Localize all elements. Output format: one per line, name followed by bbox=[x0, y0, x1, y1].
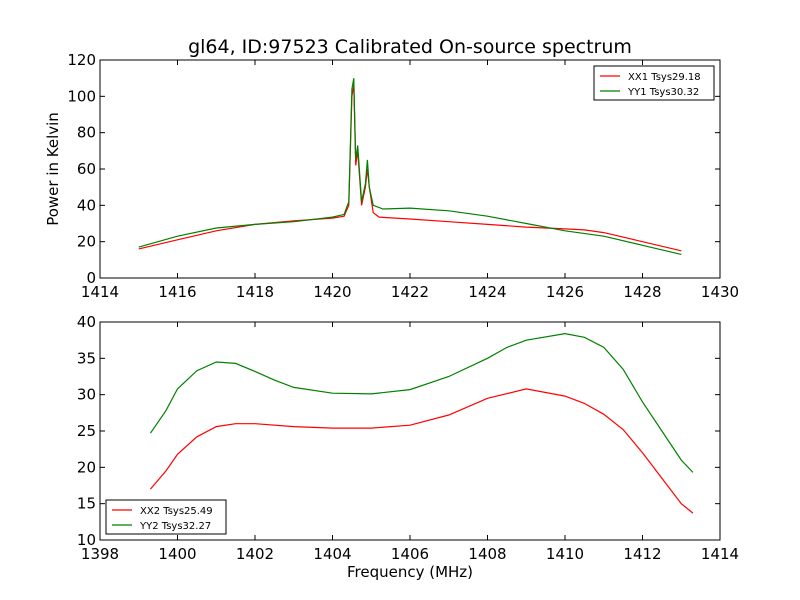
legend-box bbox=[105, 499, 227, 535]
x-tick-label: 1430 bbox=[701, 283, 739, 301]
top-panel: 1414 1416 1418 1420 1422 1424 1426 1428 1430 0 20 4… bbox=[67, 51, 739, 301]
legend: XX2 Tsys25.49 YY2 Tsys32.27 bbox=[105, 499, 227, 535]
x-tick-label: 1426 bbox=[546, 283, 584, 301]
y-tick-label: 30 bbox=[77, 386, 96, 404]
y-tick-label: 100 bbox=[67, 87, 96, 105]
x-tick-label: 1414 bbox=[701, 545, 739, 563]
x-tick-label: 1402 bbox=[236, 545, 274, 563]
legend: XX1 Tsys29.18 YY1 Tsys30.32 bbox=[593, 65, 715, 101]
x-tick-label: 1428 bbox=[623, 283, 661, 301]
bottom-panel: 1398 1400 1402 1404 1406 1408 1410 1412 1414 10 15… bbox=[77, 313, 739, 563]
x-tick-label: 1406 bbox=[391, 545, 429, 563]
x-tick-label: 1424 bbox=[468, 283, 506, 301]
y-axis-label: Power in Kelvin bbox=[44, 112, 62, 226]
x-axis-label: Frequency (MHz) bbox=[347, 563, 473, 581]
legend-label: XX2 Tsys25.49 bbox=[140, 506, 213, 517]
y-tick-label: 120 bbox=[67, 51, 96, 69]
legend-label: YY2 Tsys32.27 bbox=[139, 521, 211, 532]
series-line-1 bbox=[149, 388, 694, 514]
legend-label: YY1 Tsys30.32 bbox=[627, 87, 699, 98]
legend-box bbox=[593, 65, 715, 101]
x-tick-label: 1420 bbox=[313, 283, 351, 301]
y-tick-label: 60 bbox=[77, 160, 96, 178]
series-line-2 bbox=[149, 332, 694, 473]
x-tick-label: 1404 bbox=[313, 545, 351, 563]
y-tick-label: 10 bbox=[77, 531, 96, 549]
x-tick-label: 1400 bbox=[158, 545, 196, 563]
y-tick-label: 20 bbox=[77, 233, 96, 251]
x-tick-label: 1414 bbox=[81, 283, 119, 301]
x-tick-label: 1408 bbox=[468, 545, 506, 563]
x-tick-label: 1410 bbox=[546, 545, 584, 563]
x-tick-label: 1412 bbox=[623, 545, 661, 563]
x-tick-label: 1418 bbox=[236, 283, 274, 301]
y-tick-label: 15 bbox=[77, 495, 96, 513]
x-tick-label: 1398 bbox=[81, 545, 119, 563]
y-tick-label: 35 bbox=[77, 349, 96, 367]
y-tick-label: 25 bbox=[77, 422, 96, 440]
series-line-2 bbox=[138, 78, 682, 255]
y-tick-label: 40 bbox=[77, 313, 96, 331]
y-tick-label: 20 bbox=[77, 458, 96, 476]
y-tick-label: 40 bbox=[77, 196, 96, 214]
y-tick-label: 0 bbox=[86, 269, 96, 287]
chart-title: gl64, ID:97523 Calibrated On-source spec… bbox=[188, 36, 632, 58]
x-tick-label: 1422 bbox=[391, 283, 429, 301]
x-tick-label: 1416 bbox=[158, 283, 196, 301]
y-tick-label: 80 bbox=[77, 124, 96, 142]
legend-label: XX1 Tsys29.18 bbox=[628, 72, 701, 83]
